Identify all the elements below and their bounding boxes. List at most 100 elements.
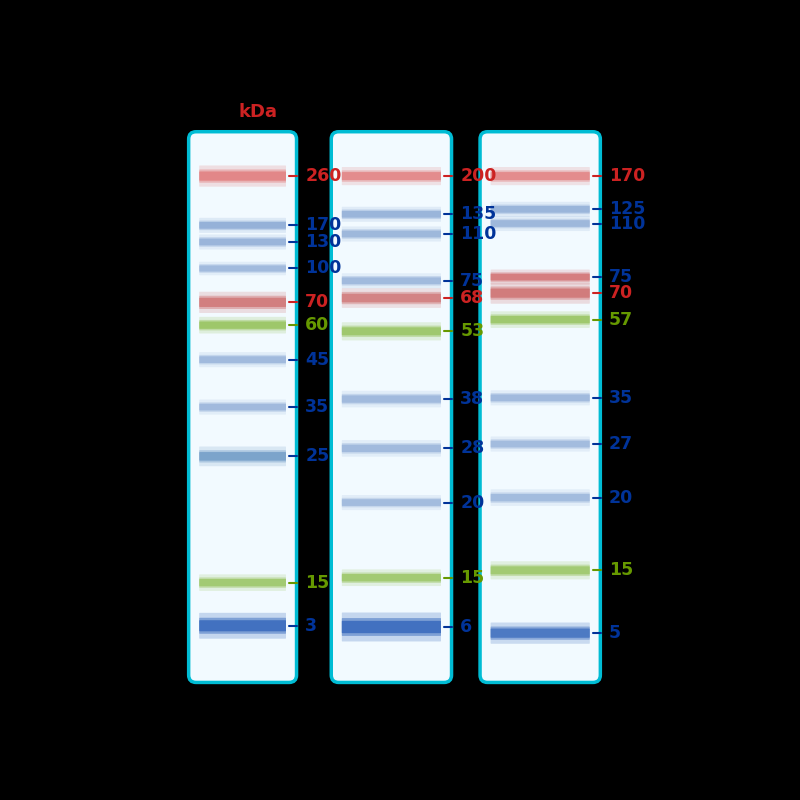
- FancyBboxPatch shape: [490, 220, 590, 227]
- FancyBboxPatch shape: [342, 322, 441, 340]
- FancyBboxPatch shape: [199, 404, 286, 410]
- FancyBboxPatch shape: [199, 166, 286, 186]
- FancyBboxPatch shape: [490, 218, 590, 228]
- FancyBboxPatch shape: [342, 574, 441, 582]
- Text: 260: 260: [306, 167, 342, 185]
- FancyBboxPatch shape: [490, 566, 590, 574]
- FancyBboxPatch shape: [342, 395, 441, 402]
- Text: 15: 15: [609, 562, 634, 579]
- FancyBboxPatch shape: [199, 238, 286, 246]
- FancyBboxPatch shape: [490, 170, 590, 182]
- FancyBboxPatch shape: [342, 326, 441, 337]
- FancyBboxPatch shape: [490, 562, 590, 579]
- FancyBboxPatch shape: [342, 172, 441, 180]
- FancyBboxPatch shape: [490, 274, 590, 281]
- FancyBboxPatch shape: [490, 622, 590, 644]
- FancyBboxPatch shape: [199, 234, 286, 250]
- FancyBboxPatch shape: [199, 238, 286, 246]
- FancyBboxPatch shape: [199, 296, 286, 309]
- Text: 5: 5: [609, 624, 621, 642]
- FancyBboxPatch shape: [490, 289, 590, 298]
- Text: 20: 20: [609, 489, 634, 506]
- FancyBboxPatch shape: [199, 352, 286, 367]
- FancyBboxPatch shape: [342, 210, 441, 219]
- FancyBboxPatch shape: [342, 294, 441, 302]
- FancyBboxPatch shape: [199, 292, 286, 313]
- FancyBboxPatch shape: [199, 266, 286, 271]
- Text: 75: 75: [609, 268, 633, 286]
- FancyBboxPatch shape: [490, 311, 590, 328]
- Text: 15: 15: [306, 574, 330, 592]
- FancyBboxPatch shape: [199, 578, 286, 588]
- Text: 68: 68: [460, 289, 485, 307]
- Text: 45: 45: [306, 350, 330, 369]
- FancyBboxPatch shape: [199, 222, 286, 229]
- Text: 75: 75: [460, 272, 484, 290]
- FancyBboxPatch shape: [199, 446, 286, 466]
- FancyBboxPatch shape: [342, 440, 441, 457]
- FancyBboxPatch shape: [199, 264, 286, 273]
- Text: 35: 35: [609, 389, 633, 407]
- FancyBboxPatch shape: [490, 494, 590, 502]
- Text: 3: 3: [306, 617, 318, 634]
- Text: 130: 130: [306, 233, 342, 251]
- FancyBboxPatch shape: [490, 216, 590, 231]
- FancyBboxPatch shape: [199, 613, 286, 638]
- FancyBboxPatch shape: [342, 445, 441, 452]
- FancyBboxPatch shape: [490, 437, 590, 451]
- Text: 200: 200: [460, 167, 497, 185]
- FancyBboxPatch shape: [490, 167, 590, 185]
- FancyBboxPatch shape: [342, 499, 441, 506]
- FancyBboxPatch shape: [342, 618, 441, 636]
- FancyBboxPatch shape: [490, 206, 590, 213]
- FancyBboxPatch shape: [199, 320, 286, 330]
- Text: 20: 20: [460, 494, 485, 511]
- FancyBboxPatch shape: [199, 218, 286, 233]
- FancyBboxPatch shape: [342, 573, 441, 583]
- FancyBboxPatch shape: [342, 292, 441, 304]
- FancyBboxPatch shape: [490, 314, 590, 325]
- FancyBboxPatch shape: [342, 170, 441, 182]
- FancyBboxPatch shape: [342, 167, 441, 185]
- FancyBboxPatch shape: [490, 394, 590, 402]
- FancyBboxPatch shape: [199, 399, 286, 414]
- FancyBboxPatch shape: [342, 288, 441, 308]
- FancyBboxPatch shape: [199, 450, 286, 462]
- FancyBboxPatch shape: [342, 613, 441, 642]
- FancyBboxPatch shape: [199, 579, 286, 586]
- Text: 15: 15: [460, 569, 485, 586]
- FancyBboxPatch shape: [490, 316, 590, 323]
- Text: 110: 110: [609, 214, 646, 233]
- FancyBboxPatch shape: [189, 132, 297, 682]
- FancyBboxPatch shape: [342, 327, 441, 335]
- Text: 170: 170: [609, 167, 646, 185]
- FancyBboxPatch shape: [490, 270, 590, 285]
- FancyBboxPatch shape: [342, 498, 441, 507]
- FancyBboxPatch shape: [342, 443, 441, 454]
- Text: 60: 60: [306, 316, 330, 334]
- FancyBboxPatch shape: [490, 202, 590, 217]
- FancyBboxPatch shape: [199, 355, 286, 365]
- FancyBboxPatch shape: [199, 618, 286, 634]
- FancyBboxPatch shape: [490, 282, 590, 304]
- Text: 35: 35: [306, 398, 330, 416]
- Text: kDa: kDa: [238, 102, 278, 121]
- FancyBboxPatch shape: [199, 620, 286, 631]
- Text: 100: 100: [306, 259, 342, 278]
- FancyBboxPatch shape: [342, 274, 441, 288]
- Text: 57: 57: [609, 310, 633, 329]
- FancyBboxPatch shape: [199, 170, 286, 182]
- FancyBboxPatch shape: [199, 452, 286, 461]
- FancyBboxPatch shape: [199, 317, 286, 334]
- FancyBboxPatch shape: [331, 132, 451, 682]
- FancyBboxPatch shape: [342, 394, 441, 404]
- FancyBboxPatch shape: [199, 402, 286, 412]
- FancyBboxPatch shape: [490, 441, 590, 447]
- FancyBboxPatch shape: [480, 132, 600, 682]
- FancyBboxPatch shape: [199, 262, 286, 275]
- FancyBboxPatch shape: [490, 172, 590, 180]
- Text: 6: 6: [460, 618, 472, 636]
- Text: 25: 25: [306, 447, 330, 466]
- FancyBboxPatch shape: [490, 393, 590, 402]
- Text: 70: 70: [609, 284, 633, 302]
